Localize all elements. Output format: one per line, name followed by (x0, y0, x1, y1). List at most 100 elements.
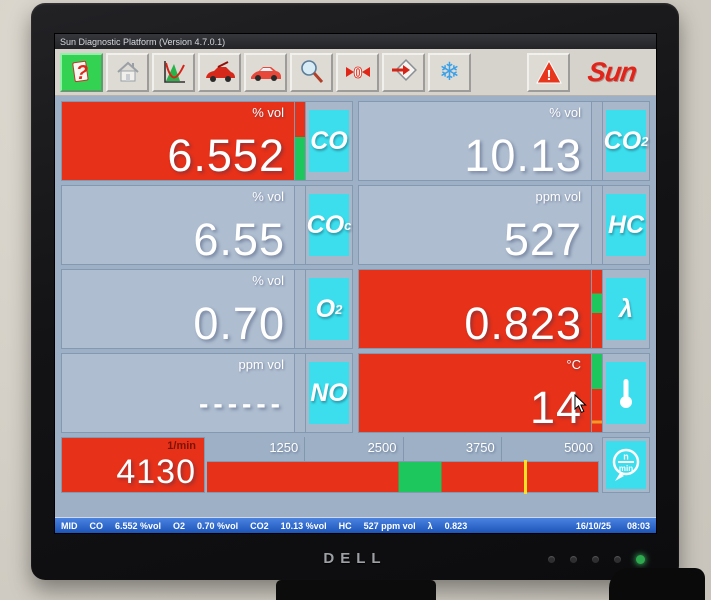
status-item: 10.13 %vol (280, 520, 327, 531)
help-button[interactable]: ? (60, 52, 103, 92)
panel-unit: °C (566, 357, 581, 372)
window-titlebar: Sun Diagnostic Platform (Version 4.7.0.1… (55, 34, 656, 49)
graph-button[interactable] (152, 52, 195, 92)
rpm-icon-box: n min (602, 437, 650, 493)
status-item: 527 ppm vol (363, 520, 416, 531)
panel-value: 14 (529, 382, 582, 433)
panel-unit: ppm vol (535, 189, 581, 204)
cable (609, 568, 705, 600)
status-item: 6.552 %vol (115, 520, 162, 531)
gas-label-coc: CO c (307, 194, 351, 256)
status-item: MID (61, 520, 78, 531)
status-bar: MID CO 6.552 %vol O2 0.70 %vol CO2 10.13… (55, 517, 656, 533)
monitor-power-led (636, 555, 645, 564)
panel-bargraph (592, 270, 603, 348)
rpm-icon: n min (606, 441, 646, 489)
panel-coc: % vol 6.55 CO c (61, 185, 353, 265)
svg-text:n: n (623, 452, 629, 462)
monitor-buttons (548, 555, 645, 564)
home-button[interactable] (106, 52, 149, 92)
rpm-scale: 1250 2500 3750 5000 (207, 437, 599, 494)
gas-label-co2: CO 2 (604, 110, 648, 172)
rpm-tick-labels: 1250 2500 3750 5000 (207, 437, 599, 461)
search-button[interactable] (290, 52, 333, 92)
panel-value: 0.823 (464, 298, 582, 349)
monitor-button (592, 556, 599, 563)
panel-bargraph (592, 186, 603, 264)
panel-value: 527 (503, 214, 582, 265)
monitor-button (548, 556, 555, 563)
panel-bargraph (592, 102, 603, 180)
panel-unit: % vol (252, 189, 284, 204)
panel-hc: ppm vol 527 HC (358, 185, 650, 265)
monitor-button (614, 556, 621, 563)
status-item: 0.823 (444, 520, 468, 531)
panel-value: 6.55 (193, 214, 285, 265)
snowflake-icon: ❄ (439, 57, 460, 86)
panel-unit: % vol (549, 105, 581, 120)
rpm-value-box: 1/min 4130 (61, 437, 205, 493)
status-item: CO2 (250, 520, 269, 531)
panel-unit: % vol (252, 273, 284, 288)
panel-value: ------ (199, 388, 285, 419)
sun-logo: Sun (585, 56, 639, 87)
svg-text:0: 0 (353, 65, 362, 82)
gas-label-co: CO (309, 110, 349, 172)
toolbar: ? (55, 49, 656, 96)
gas-label-lambda: λ (606, 278, 646, 340)
car-hood-button[interactable] (198, 52, 241, 92)
panel-lambda: 0.823 λ (358, 269, 650, 349)
svg-text:min: min (619, 464, 633, 473)
window-title: Sun Diagnostic Platform (Version 4.7.0.1… (60, 36, 226, 47)
status-date: 16/10/25 (575, 520, 611, 531)
exit-button[interactable] (382, 52, 425, 92)
status-item: O2 (173, 520, 186, 531)
gas-label-hc: HC (606, 194, 646, 256)
rpm-marker (523, 460, 527, 494)
panel-value: 10.13 (464, 130, 582, 181)
car-icon (250, 67, 281, 81)
panel-value: 0.70 (193, 298, 285, 349)
panel-bargraph (295, 354, 306, 432)
monitor-button (570, 556, 577, 563)
panel-bargraph (295, 186, 306, 264)
gas-label-temp (606, 362, 646, 424)
zero-reset-icon: 0 (345, 65, 370, 82)
panel-bargraph (295, 102, 306, 180)
freeze-button[interactable]: ❄ (428, 52, 471, 92)
rpm-value: 4130 (116, 453, 196, 491)
car-button[interactable] (244, 52, 287, 92)
monitor-brand: DELL (323, 550, 387, 567)
home-icon (116, 61, 139, 82)
svg-text:?: ? (75, 62, 87, 84)
exit-icon (391, 59, 417, 81)
graph-icon (163, 61, 185, 83)
panel-co: % vol 6.552 CO (61, 101, 353, 181)
zero-reset-button[interactable]: 0 (336, 52, 379, 92)
monitor-bezel: Sun Diagnostic Platform (Version 4.7.0.1… (31, 3, 679, 580)
panel-temperature: °C 14 (358, 353, 650, 433)
thermometer-icon (620, 379, 632, 408)
measurement-area: % vol 6.552 CO % vol 10.13 CO 2 (55, 96, 656, 518)
help-icon: ? (71, 60, 88, 84)
status-item: λ (427, 520, 433, 531)
panel-unit: % vol (252, 105, 284, 120)
panel-bargraph (295, 270, 306, 348)
status-item: CO (89, 520, 104, 531)
magnifier-icon (300, 60, 323, 83)
warning-icon: ! (535, 59, 562, 84)
panel-unit: ppm vol (238, 357, 284, 372)
rpm-bargraph (207, 460, 599, 494)
warning-button[interactable]: ! (527, 52, 570, 92)
gas-panel-grid: % vol 6.552 CO % vol 10.13 CO 2 (61, 101, 650, 433)
status-item: 0.70 %vol (197, 520, 239, 531)
panel-no: ppm vol ------ NO (61, 353, 353, 433)
rpm-unit: 1/min (167, 440, 196, 452)
panel-co2: % vol 10.13 CO 2 (358, 101, 650, 181)
panel-value: 6.552 (167, 130, 285, 181)
screen: Sun Diagnostic Platform (Version 4.7.0.1… (54, 33, 657, 534)
rpm-row: 1/min 4130 1250 2500 3750 5000 (61, 437, 650, 494)
status-time: 08:03 (626, 520, 650, 531)
